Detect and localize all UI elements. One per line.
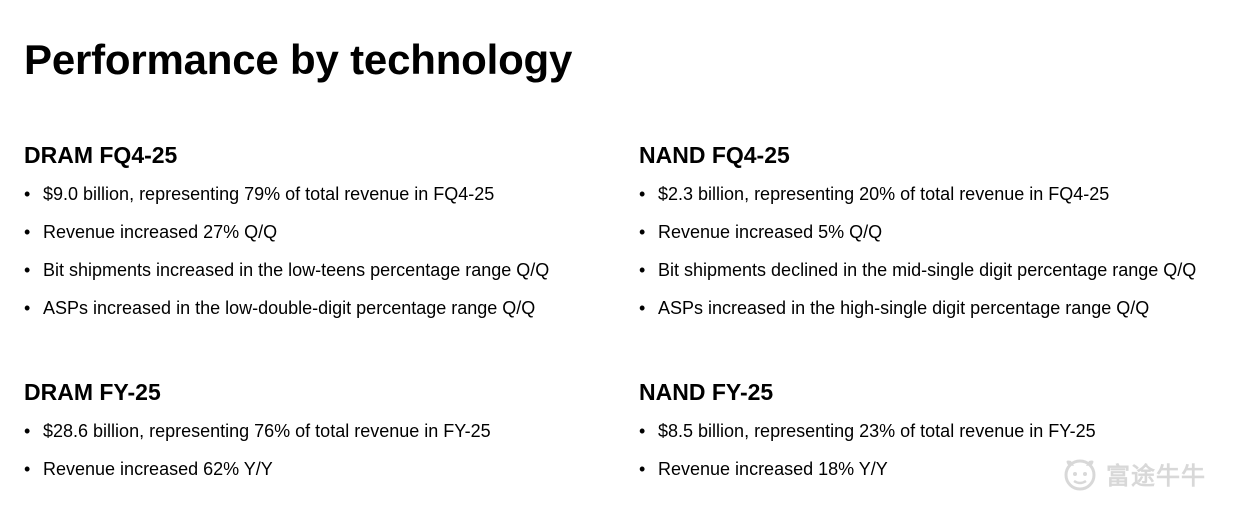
list-item: • $9.0 billion, representing 79% of total… [24,182,549,206]
bullet-icon: • [639,298,646,318]
list-item: • Revenue increased 62% Y/Y [24,457,491,481]
list-item: • $8.5 billion, representing 23% of total… [639,419,1096,443]
list-item-text: ASPs increased in the high-single digit … [658,298,1150,318]
page-title: Performance by technology [24,36,573,83]
bullet-list: • $2.3 billion, representing 20% of total… [639,182,1196,320]
bullet-icon: • [639,184,646,204]
section-heading: DRAM FY-25 [24,379,161,405]
list-item: • Revenue increased 27% Q/Q [24,220,549,244]
bullet-icon: • [24,184,31,204]
list-item-text: Revenue increased 27% Q/Q [43,222,278,242]
bullet-list: • $9.0 billion, representing 79% of total… [24,182,549,320]
list-item: • Bit shipments increased in the low-teen… [24,258,549,282]
list-item: • Revenue increased 5% Q/Q [639,220,1196,244]
bullet-icon: • [639,421,646,441]
section-heading: NAND FY-25 [639,379,774,405]
list-item: • $28.6 billion, representing 76% of tota… [24,419,491,443]
section-nand-fy-25: NAND FY-25 • $8.5 billion, representing 2… [639,378,1096,481]
list-item-text: Revenue increased 18% Y/Y [658,459,888,479]
section-nand-fq4-25: NAND FQ4-25 • $2.3 billion, representing … [639,141,1196,320]
bullet-icon: • [639,260,646,280]
list-item: • Revenue increased 18% Y/Y [639,457,1096,481]
section-dram-fq4-25: DRAM FQ4-25 • $9.0 billion, representing … [24,141,549,320]
list-item-text: Bit shipments declined in the mid-single… [658,260,1197,280]
section-heading: NAND FQ4-25 [639,142,790,168]
section-heading: DRAM FQ4-25 [24,142,178,168]
list-item-text: Bit shipments increased in the low-teens… [43,260,550,280]
list-item: • ASPs increased in the low-double-digit … [24,296,549,320]
bullet-list: • $8.5 billion, representing 23% of total… [639,419,1096,481]
list-item-text: ASPs increased in the low-double-digit p… [43,298,536,318]
list-item: • Bit shipments declined in the mid-singl… [639,258,1196,282]
bullet-list: • $28.6 billion, representing 76% of tota… [24,419,491,481]
list-item-text: Revenue increased 5% Q/Q [658,222,883,242]
list-item-text: $28.6 billion, representing 76% of total… [43,421,491,441]
section-dram-fy-25: DRAM FY-25 • $28.6 billion, representing … [24,378,491,481]
watermark: 富途牛牛 [1062,456,1206,491]
bullet-icon: • [24,421,31,441]
list-item-text: $9.0 billion, representing 79% of total … [43,184,495,204]
bullet-icon: • [24,459,31,479]
bullet-icon: • [639,459,646,479]
list-item: • ASPs increased in the high-single digit… [639,296,1196,320]
list-item-text: Revenue increased 62% Y/Y [43,459,273,479]
list-item-text: $2.3 billion, representing 20% of total … [658,184,1110,204]
bullet-icon: • [24,222,31,242]
list-item: • $2.3 billion, representing 20% of total… [639,182,1196,206]
list-item-text: $8.5 billion, representing 23% of total … [658,421,1096,441]
futu-bull-logo-icon [1062,457,1098,491]
bullet-icon: • [24,298,31,318]
bullet-icon: • [639,222,646,242]
watermark-text: 富途牛牛 [1106,462,1206,490]
bullet-icon: • [24,260,31,280]
